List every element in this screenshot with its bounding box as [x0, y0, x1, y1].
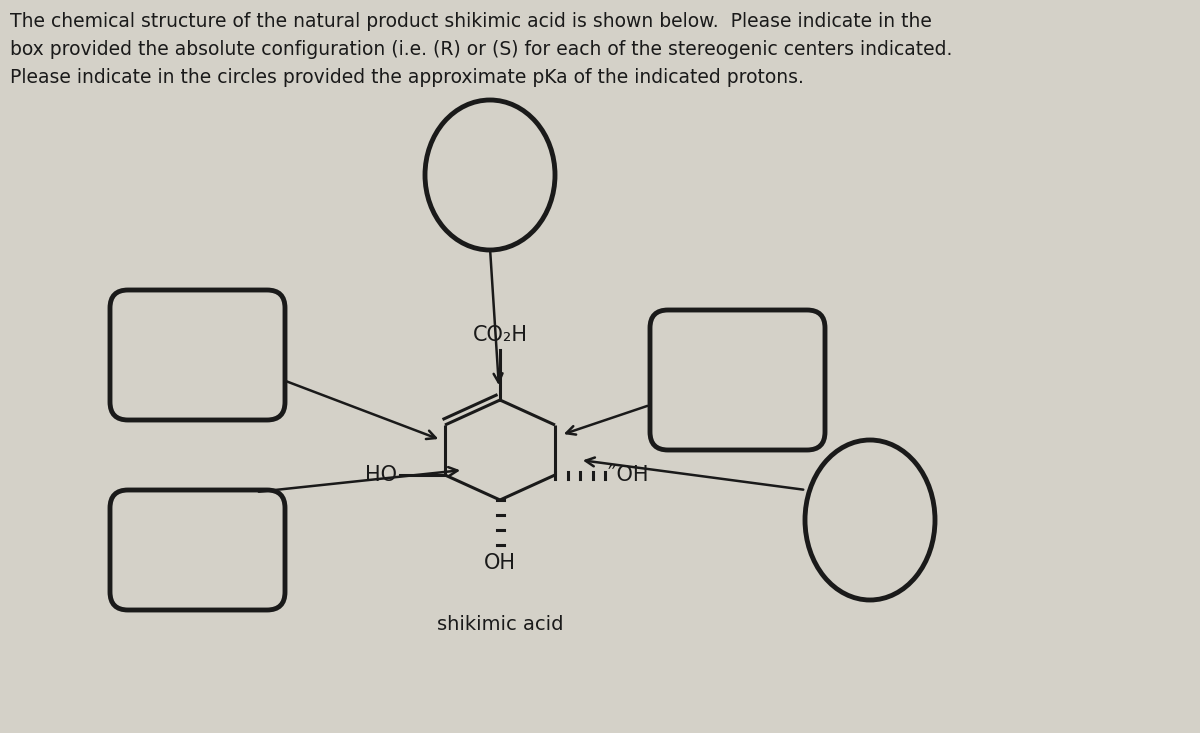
Text: CO₂H: CO₂H [473, 325, 528, 345]
Ellipse shape [425, 100, 554, 250]
FancyBboxPatch shape [650, 310, 826, 450]
FancyBboxPatch shape [110, 490, 286, 610]
Text: shikimic acid: shikimic acid [437, 615, 563, 634]
Ellipse shape [805, 440, 935, 600]
Text: OH: OH [484, 553, 516, 573]
Text: Please indicate in the circles provided the approximate pKa of the indicated pro: Please indicate in the circles provided … [10, 68, 804, 87]
Text: HO: HO [365, 465, 397, 485]
Text: The chemical structure of the natural product shikimic acid is shown below.  Ple: The chemical structure of the natural pr… [10, 12, 932, 31]
Text: ′′OH: ′′OH [608, 465, 649, 485]
Text: box provided the absolute configuration (i.e. (R) or (S) for each of the stereog: box provided the absolute configuration … [10, 40, 953, 59]
FancyBboxPatch shape [110, 290, 286, 420]
